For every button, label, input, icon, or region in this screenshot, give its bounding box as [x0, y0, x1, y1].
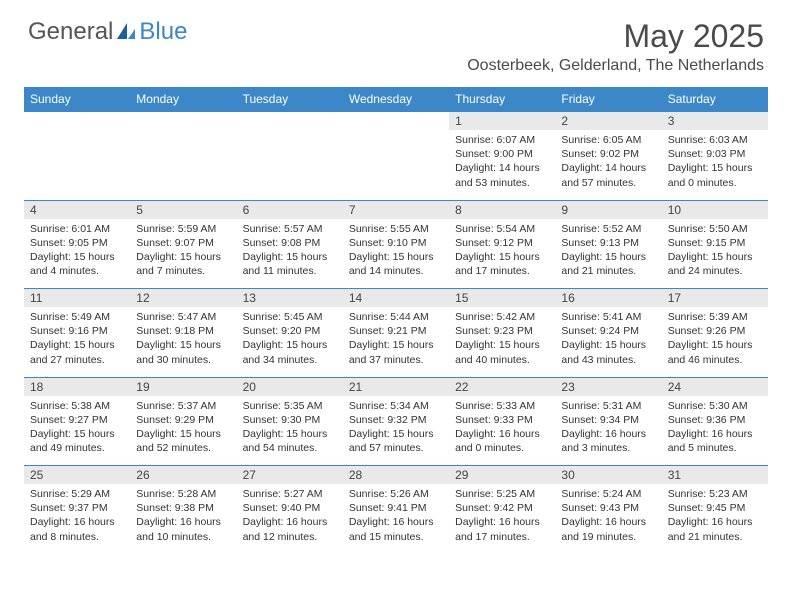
day-number-cell: 12: [130, 289, 236, 308]
day-info-cell: Sunrise: 5:42 AM Sunset: 9:23 PM Dayligh…: [449, 307, 555, 377]
day-number-cell: 1: [449, 112, 555, 131]
day-info-cell: Sunrise: 5:34 AM Sunset: 9:32 PM Dayligh…: [343, 396, 449, 466]
day-number-cell: [24, 112, 130, 131]
day-number-cell: [130, 112, 236, 131]
day-info-cell: [24, 130, 130, 200]
day-number-cell: 7: [343, 200, 449, 219]
day-number-cell: 20: [237, 377, 343, 396]
day-number-cell: 9: [555, 200, 661, 219]
day-info-cell: Sunrise: 5:26 AM Sunset: 9:41 PM Dayligh…: [343, 484, 449, 554]
info-row: Sunrise: 5:38 AM Sunset: 9:27 PM Dayligh…: [24, 396, 768, 466]
day-number-cell: 8: [449, 200, 555, 219]
day-number-cell: 3: [662, 112, 768, 131]
day-number-cell: [343, 112, 449, 131]
day-info-cell: [343, 130, 449, 200]
day-number-cell: 25: [24, 466, 130, 485]
day-info-cell: Sunrise: 5:52 AM Sunset: 9:13 PM Dayligh…: [555, 219, 661, 289]
day-info-cell: Sunrise: 5:50 AM Sunset: 9:15 PM Dayligh…: [662, 219, 768, 289]
day-number-cell: 26: [130, 466, 236, 485]
location-text: Oosterbeek, Gelderland, The Netherlands: [467, 57, 764, 75]
day-number-cell: 31: [662, 466, 768, 485]
day-number-cell: 18: [24, 377, 130, 396]
day-number-cell: 10: [662, 200, 768, 219]
month-title: May 2025: [467, 18, 764, 55]
day-info-cell: Sunrise: 6:07 AM Sunset: 9:00 PM Dayligh…: [449, 130, 555, 200]
day-info-cell: Sunrise: 5:29 AM Sunset: 9:37 PM Dayligh…: [24, 484, 130, 554]
day-info-cell: Sunrise: 5:45 AM Sunset: 9:20 PM Dayligh…: [237, 307, 343, 377]
day-number-cell: 6: [237, 200, 343, 219]
title-block: May 2025 Oosterbeek, Gelderland, The Net…: [467, 18, 764, 75]
day-info-cell: Sunrise: 5:24 AM Sunset: 9:43 PM Dayligh…: [555, 484, 661, 554]
weekday-header: Friday: [555, 87, 661, 112]
info-row: Sunrise: 5:29 AM Sunset: 9:37 PM Dayligh…: [24, 484, 768, 554]
day-number-cell: 11: [24, 289, 130, 308]
weekday-header: Monday: [130, 87, 236, 112]
day-number-cell: 24: [662, 377, 768, 396]
day-info-cell: Sunrise: 5:41 AM Sunset: 9:24 PM Dayligh…: [555, 307, 661, 377]
day-number-cell: 19: [130, 377, 236, 396]
day-info-cell: Sunrise: 5:54 AM Sunset: 9:12 PM Dayligh…: [449, 219, 555, 289]
day-info-cell: Sunrise: 5:38 AM Sunset: 9:27 PM Dayligh…: [24, 396, 130, 466]
info-row: Sunrise: 6:01 AM Sunset: 9:05 PM Dayligh…: [24, 219, 768, 289]
weekday-header: Wednesday: [343, 87, 449, 112]
day-number-cell: 22: [449, 377, 555, 396]
day-number-cell: 29: [449, 466, 555, 485]
day-number-cell: 2: [555, 112, 661, 131]
day-info-cell: [130, 130, 236, 200]
day-info-cell: Sunrise: 5:37 AM Sunset: 9:29 PM Dayligh…: [130, 396, 236, 466]
day-number-cell: 16: [555, 289, 661, 308]
daynum-row: 18192021222324: [24, 377, 768, 396]
day-number-cell: 23: [555, 377, 661, 396]
day-info-cell: Sunrise: 5:25 AM Sunset: 9:42 PM Dayligh…: [449, 484, 555, 554]
weekday-header-row: Sunday Monday Tuesday Wednesday Thursday…: [24, 87, 768, 112]
day-info-cell: Sunrise: 5:44 AM Sunset: 9:21 PM Dayligh…: [343, 307, 449, 377]
day-info-cell: Sunrise: 5:28 AM Sunset: 9:38 PM Dayligh…: [130, 484, 236, 554]
day-info-cell: Sunrise: 5:47 AM Sunset: 9:18 PM Dayligh…: [130, 307, 236, 377]
day-info-cell: Sunrise: 5:39 AM Sunset: 9:26 PM Dayligh…: [662, 307, 768, 377]
day-info-cell: Sunrise: 6:03 AM Sunset: 9:03 PM Dayligh…: [662, 130, 768, 200]
day-info-cell: Sunrise: 5:57 AM Sunset: 9:08 PM Dayligh…: [237, 219, 343, 289]
day-number-cell: 13: [237, 289, 343, 308]
day-number-cell: 21: [343, 377, 449, 396]
day-info-cell: Sunrise: 6:05 AM Sunset: 9:02 PM Dayligh…: [555, 130, 661, 200]
info-row: Sunrise: 5:49 AM Sunset: 9:16 PM Dayligh…: [24, 307, 768, 377]
day-info-cell: Sunrise: 5:27 AM Sunset: 9:40 PM Dayligh…: [237, 484, 343, 554]
day-number-cell: 30: [555, 466, 661, 485]
daynum-row: 123: [24, 112, 768, 131]
brand-logo: General Blue: [28, 18, 187, 46]
header: General Blue May 2025 Oosterbeek, Gelder…: [0, 0, 792, 81]
weekday-header: Thursday: [449, 87, 555, 112]
info-row: Sunrise: 6:07 AM Sunset: 9:00 PM Dayligh…: [24, 130, 768, 200]
day-info-cell: Sunrise: 5:33 AM Sunset: 9:33 PM Dayligh…: [449, 396, 555, 466]
day-info-cell: Sunrise: 6:01 AM Sunset: 9:05 PM Dayligh…: [24, 219, 130, 289]
daynum-row: 25262728293031: [24, 466, 768, 485]
day-info-cell: Sunrise: 5:55 AM Sunset: 9:10 PM Dayligh…: [343, 219, 449, 289]
day-info-cell: Sunrise: 5:35 AM Sunset: 9:30 PM Dayligh…: [237, 396, 343, 466]
day-number-cell: 15: [449, 289, 555, 308]
day-number-cell: 28: [343, 466, 449, 485]
day-number-cell: 5: [130, 200, 236, 219]
day-info-cell: [237, 130, 343, 200]
day-number-cell: 14: [343, 289, 449, 308]
brand-sail-icon: [115, 21, 137, 43]
brand-part2: Blue: [139, 18, 187, 46]
day-number-cell: 17: [662, 289, 768, 308]
day-info-cell: Sunrise: 5:31 AM Sunset: 9:34 PM Dayligh…: [555, 396, 661, 466]
weekday-header: Sunday: [24, 87, 130, 112]
weekday-header: Tuesday: [237, 87, 343, 112]
brand-part1: General: [28, 18, 113, 46]
day-number-cell: 4: [24, 200, 130, 219]
day-info-cell: Sunrise: 5:49 AM Sunset: 9:16 PM Dayligh…: [24, 307, 130, 377]
weekday-header: Saturday: [662, 87, 768, 112]
day-info-cell: Sunrise: 5:30 AM Sunset: 9:36 PM Dayligh…: [662, 396, 768, 466]
daynum-row: 11121314151617: [24, 289, 768, 308]
day-number-cell: [237, 112, 343, 131]
day-number-cell: 27: [237, 466, 343, 485]
daynum-row: 45678910: [24, 200, 768, 219]
day-info-cell: Sunrise: 5:59 AM Sunset: 9:07 PM Dayligh…: [130, 219, 236, 289]
day-info-cell: Sunrise: 5:23 AM Sunset: 9:45 PM Dayligh…: [662, 484, 768, 554]
calendar-table: Sunday Monday Tuesday Wednesday Thursday…: [24, 87, 768, 554]
